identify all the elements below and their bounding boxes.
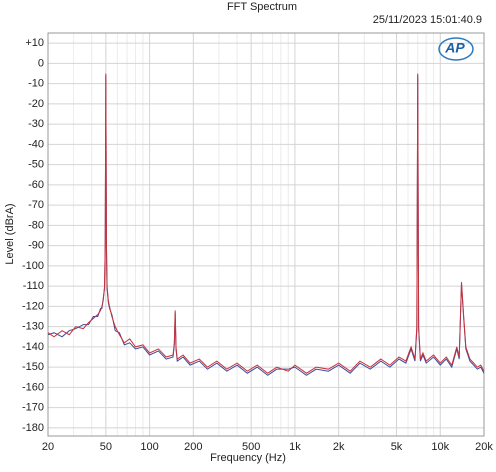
y-tick-label: -160 xyxy=(22,381,44,393)
y-tick-label: -10 xyxy=(28,78,44,90)
x-axis-label: Frequency (Hz) xyxy=(210,452,286,464)
x-tick-label: 5k xyxy=(391,441,403,453)
y-tick-label: +10 xyxy=(25,37,44,49)
y-tick-label: -80 xyxy=(28,219,44,231)
x-tick-label: 1k xyxy=(289,441,301,453)
y-tick-label: -120 xyxy=(22,300,44,312)
x-tick-label: 200 xyxy=(184,441,202,453)
logo: AP xyxy=(444,40,465,56)
logo-ring xyxy=(438,37,474,61)
x-tick-label: 20 xyxy=(42,441,54,453)
plot-area xyxy=(48,33,484,436)
y-axis-label: Level (dBrA) xyxy=(4,203,16,264)
y-tick-label: -90 xyxy=(28,240,44,252)
y-tick-label: -110 xyxy=(23,280,44,292)
x-tick-label: 20k xyxy=(475,441,493,453)
y-tick-label: -40 xyxy=(28,138,44,150)
spectrum-line xyxy=(48,73,484,374)
x-tick-label: 100 xyxy=(140,441,158,453)
y-tick-label: -70 xyxy=(28,199,44,211)
timestamp: 25/11/2023 15:01:40.9 xyxy=(373,14,482,26)
x-tick-label: 2k xyxy=(333,441,345,453)
y-tick-label: -20 xyxy=(28,98,44,110)
x-tick-label: 10k xyxy=(431,441,449,453)
plot-border xyxy=(47,32,485,437)
y-tick-label: -130 xyxy=(22,321,44,333)
y-tick-label: -50 xyxy=(28,159,44,171)
y-tick-label: -100 xyxy=(22,260,44,272)
chart-title: FFT Spectrum xyxy=(227,1,297,13)
y-tick-label: -150 xyxy=(22,361,44,373)
y-tick-label: -170 xyxy=(22,402,44,414)
y-tick-label: -30 xyxy=(28,118,44,130)
y-tick-label: 0 xyxy=(38,57,44,69)
y-tick-label: -180 xyxy=(22,422,44,434)
y-tick-label: -140 xyxy=(22,341,44,353)
y-tick-label: -60 xyxy=(28,179,44,191)
x-tick-label: 500 xyxy=(242,441,260,453)
x-tick-label: 50 xyxy=(100,441,112,453)
